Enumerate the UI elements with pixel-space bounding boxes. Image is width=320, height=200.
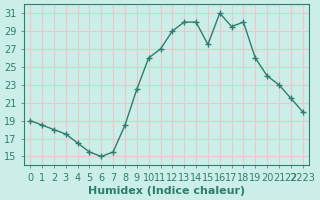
X-axis label: Humidex (Indice chaleur): Humidex (Indice chaleur): [88, 186, 245, 196]
